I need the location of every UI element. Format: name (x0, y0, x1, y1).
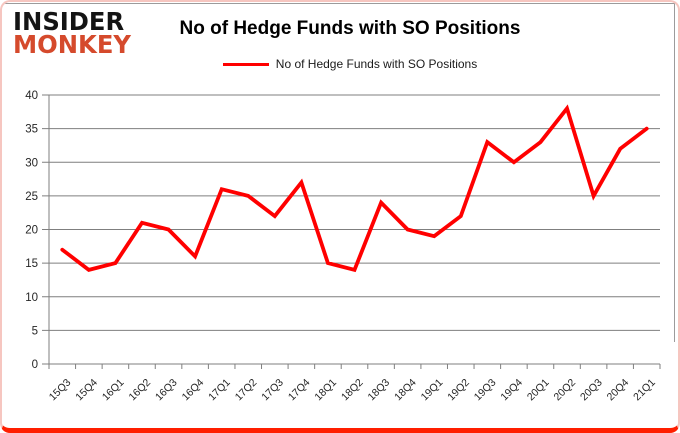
x-tick-label: 19Q1 (419, 377, 446, 404)
x-tick-label: 17Q3 (259, 377, 286, 404)
y-tick-label: 20 (25, 225, 38, 237)
legend: No of Hedge Funds with SO Positions (2, 57, 678, 71)
logo-line-monkey: MONKEY (13, 30, 131, 59)
y-tick-label: 15 (25, 258, 38, 270)
x-tick-label: 18Q3 (366, 377, 393, 404)
x-tick-label: 18Q1 (312, 377, 339, 404)
x-tick-label: 16Q3 (153, 377, 180, 404)
x-tick-label: 18Q2 (339, 377, 366, 404)
x-tick-label: 19Q3 (472, 377, 499, 404)
x-tick-label: 17Q1 (206, 377, 233, 404)
logo-line-insider: INSIDER (13, 7, 125, 36)
series-line (60, 104, 649, 273)
x-tick-label: 20Q4 (605, 377, 632, 404)
x-tick-label: 16Q4 (180, 377, 207, 404)
insider-monkey-logo: INSIDER MONKEY (13, 7, 131, 59)
y-tick-label: 0 (32, 359, 38, 371)
x-tick-label: 17Q4 (286, 377, 313, 404)
x-tick-label: 20Q2 (551, 377, 578, 404)
x-tick-label: 17Q2 (233, 377, 260, 404)
x-tick-label: 15Q3 (47, 377, 74, 404)
y-tick-label: 40 (25, 90, 38, 102)
y-tick-label: 30 (25, 157, 38, 169)
x-tick-label: 20Q3 (578, 377, 605, 404)
x-tick-label: 16Q2 (126, 377, 153, 404)
x-tick-label: 19Q2 (445, 377, 472, 404)
x-tick-label: 18Q4 (392, 377, 419, 404)
legend-label: No of Hedge Funds with SO Positions (275, 57, 478, 71)
page-title: No of Hedge Funds with SO Positions (179, 18, 521, 39)
x-tick-label: 16Q1 (100, 377, 127, 404)
x-tick-label: 19Q4 (498, 377, 525, 404)
x-tick-label: 20Q1 (525, 377, 552, 404)
y-tick-label: 5 (32, 325, 38, 337)
y-tick-label: 25 (25, 191, 38, 203)
legend-line-swatch (222, 62, 269, 66)
x-tick-label: 21Q1 (631, 377, 658, 404)
x-tick-label: 15Q4 (73, 377, 100, 404)
y-tick-label: 10 (25, 292, 38, 304)
y-tick-label: 35 (25, 124, 38, 136)
